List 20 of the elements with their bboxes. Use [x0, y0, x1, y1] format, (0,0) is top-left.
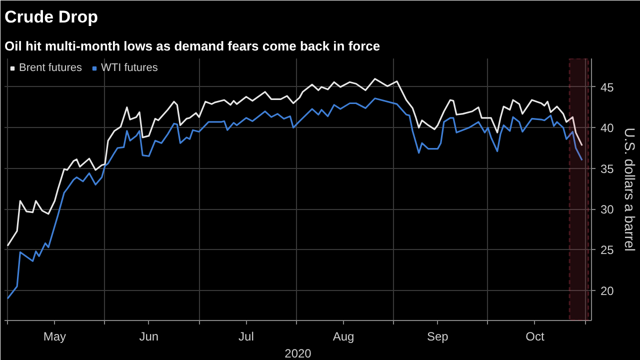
y-tick-label: 25: [600, 243, 614, 258]
y-axis-title: U.S. dollars a barrel: [622, 128, 638, 252]
x-tick-label: Sep: [427, 330, 449, 344]
y-tick-label: 20: [600, 284, 614, 298]
x-tick-label: May: [43, 330, 66, 344]
y-tick-label: 30: [600, 202, 614, 217]
x-tick-label: Aug: [332, 330, 354, 344]
chart-subtitle: Oil hit multi-month lows as demand fears come back in force: [4, 38, 380, 54]
legend-label: Brent futures: [19, 62, 82, 74]
y-tick-label: 35: [600, 162, 614, 176]
x-tick-label: Jul: [238, 330, 254, 344]
line-series: [6, 78, 583, 246]
legend-label: WTI futures: [100, 62, 158, 74]
line-series: [6, 98, 583, 300]
x-tick-label: Jun: [139, 330, 159, 344]
y-tick-label: 40: [600, 121, 614, 136]
y-tick-label: 45: [600, 80, 614, 94]
x-tick-label: Oct: [526, 330, 545, 344]
chart-title: Crude Drop: [4, 8, 98, 26]
x-axis-title: 2020: [284, 346, 312, 360]
